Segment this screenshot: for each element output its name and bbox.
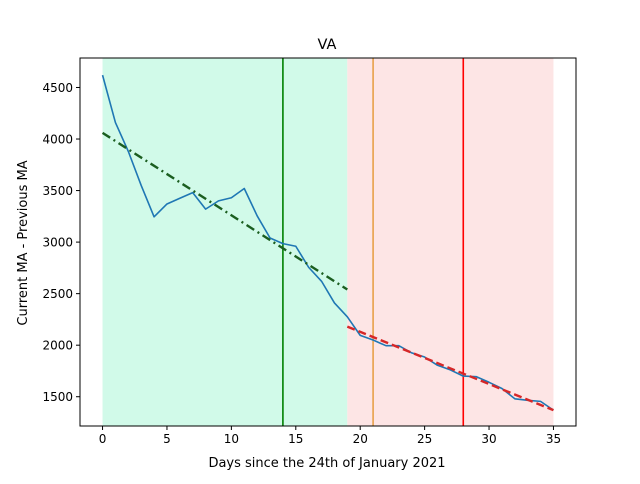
y-axis-ticks: 1500 2000 2500 3000 3500 4000 4500 <box>42 81 80 404</box>
x-tick-label: 0 <box>99 432 107 446</box>
x-axis-ticks: 0 5 10 15 20 25 30 35 <box>99 426 561 446</box>
chart-title: VA <box>318 37 337 53</box>
shaded-regions <box>102 58 554 426</box>
y-tick-label: 3000 <box>42 236 73 250</box>
shaded-region-1 <box>102 58 348 426</box>
vertical-lines <box>282 58 465 426</box>
y-tick-label: 1500 <box>42 390 73 404</box>
series-line-dashdot <box>101 131 348 291</box>
x-tick-label: 25 <box>417 432 432 446</box>
x-tick-label: 5 <box>163 432 171 446</box>
y-tick-label: 3500 <box>42 184 73 198</box>
series-lines <box>101 74 554 412</box>
x-tick-label: 10 <box>224 432 239 446</box>
series-line-dashed <box>346 325 554 412</box>
x-tick-label: 30 <box>481 432 496 446</box>
y-tick-label: 4500 <box>42 81 73 95</box>
y-tick-label: 4000 <box>42 133 73 147</box>
y-tick-label: 2500 <box>42 287 73 301</box>
series-line-solid <box>101 74 554 411</box>
y-tick-label: 2000 <box>42 339 73 353</box>
x-tick-label: 15 <box>288 432 303 446</box>
x-tick-label: 35 <box>546 432 561 446</box>
x-tick-label: 20 <box>353 432 368 446</box>
x-axis-label: Days since the 24th of January 2021 <box>208 456 445 471</box>
y-axis-label: Current MA - Previous MA <box>16 160 31 325</box>
shaded-region-2 <box>347 58 554 426</box>
